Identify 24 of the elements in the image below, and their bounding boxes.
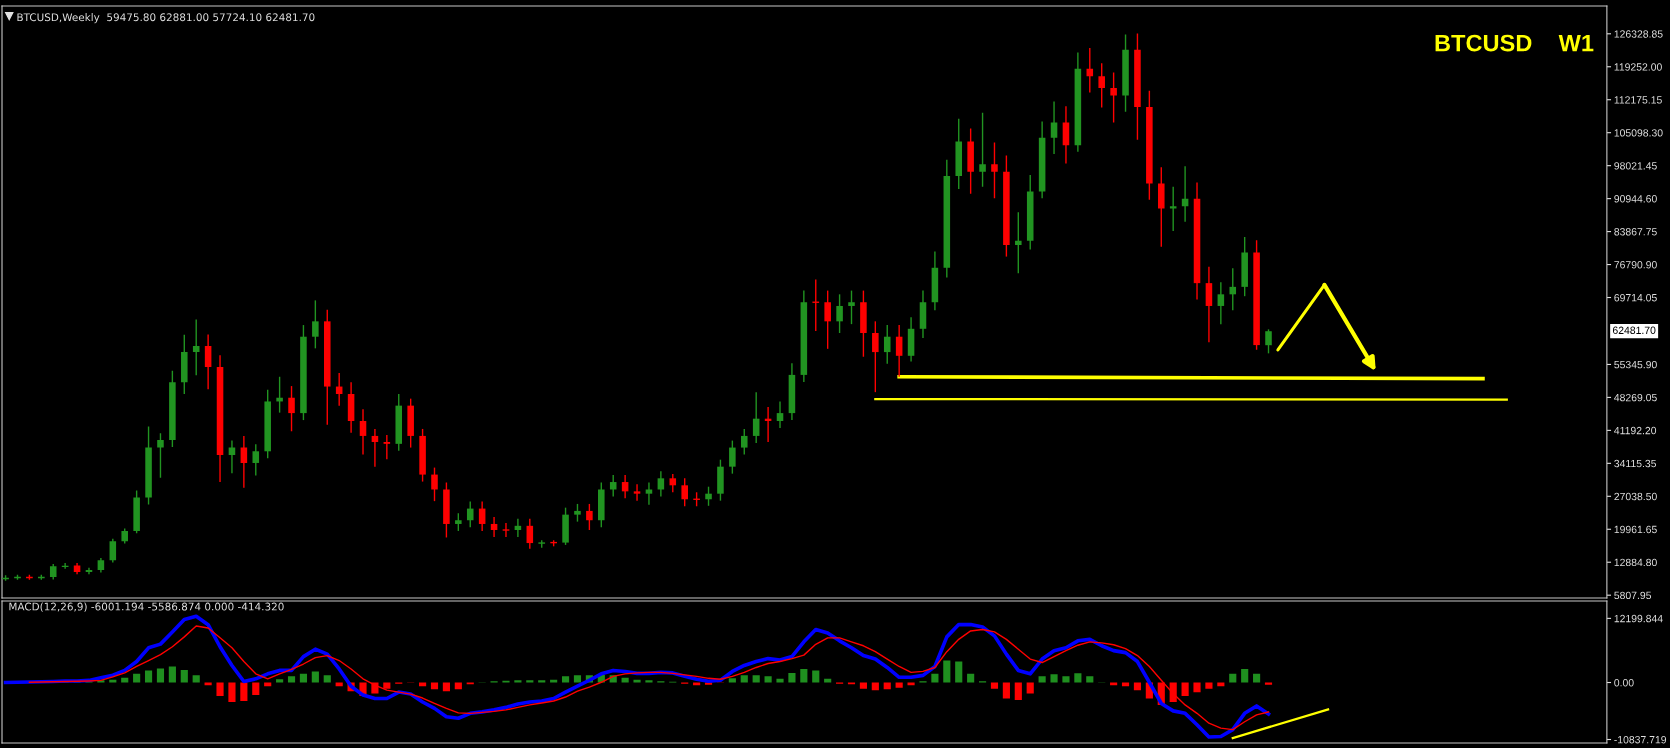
y-tick-label: 12884.80 [1614, 558, 1657, 567]
y-tick-label: 98021.45 [1614, 162, 1657, 170]
y-tick-label: 83867.75 [1614, 228, 1657, 236]
text: BTCUSD W1 [1435, 34, 1594, 52]
y-tick-label: 119252.00 [1614, 63, 1662, 71]
y-tick-label: 55345.90 [1614, 360, 1657, 369]
y-tick-label: 105098.30 [1614, 129, 1663, 137]
y-tick-label: 12199.844 [1614, 614, 1663, 623]
y-tick-label: 69714.05 [1614, 294, 1657, 302]
y-tick-label: -10837.719 [1614, 736, 1667, 744]
text: 62481.70 [1612, 326, 1656, 334]
y-tick-label: 48269.05 [1614, 393, 1657, 402]
y-tick-label: 90944.60 [1614, 195, 1657, 203]
text: BTCUSD,Weekly 59475.80 62881.00 57724.10 62481.70 [17, 13, 315, 24]
y-tick-label: 19961.65 [1614, 525, 1657, 534]
y-tick-label: 34115.35 [1614, 459, 1657, 468]
y-tick-label: 76790.90 [1614, 261, 1657, 269]
y-tick-label: 41192.20 [1614, 426, 1657, 435]
y-tick-label: 126328.85 [1614, 30, 1663, 38]
chart-subtitle: MACD(12,26,9) -6001.194 -5586.874 0.000 -414.320 [9, 602, 284, 612]
y-tick-label: 112175.15 [1614, 96, 1662, 104]
y-tick-label: 0.00 [1614, 679, 1634, 687]
y-tick-label: 5807.95 [1614, 591, 1652, 600]
y-tick-label: 27038.50 [1614, 492, 1657, 501]
